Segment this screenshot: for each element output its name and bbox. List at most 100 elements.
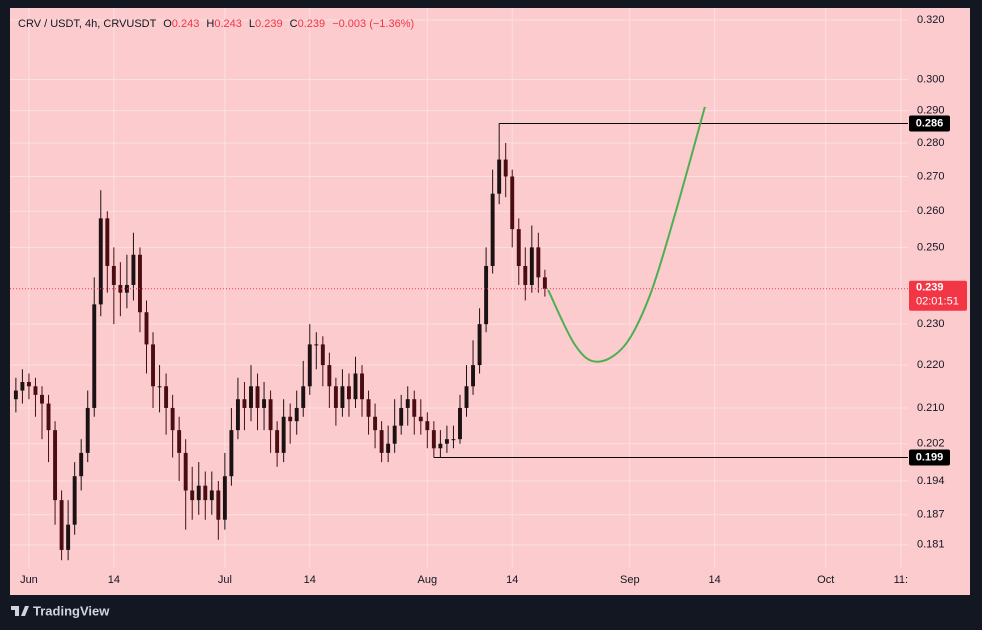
candle-body — [431, 430, 436, 449]
candle-body — [497, 159, 502, 194]
open-value: 0.243 — [172, 18, 200, 30]
candle-body — [366, 399, 371, 417]
candle-body — [268, 399, 273, 431]
candle-body — [79, 452, 84, 477]
candle-body — [529, 247, 534, 285]
candle-body — [183, 452, 188, 491]
candle-body — [46, 403, 51, 431]
high-value: 0.243 — [214, 18, 242, 30]
candle-body — [516, 229, 521, 266]
candle-body — [386, 443, 391, 453]
candle-body — [451, 439, 456, 441]
candle-body — [138, 254, 142, 313]
candle-body — [222, 476, 227, 520]
header-legend: CRV / USDT, 4h, CRVUSDT O0.243 H0.243 L0… — [18, 18, 414, 30]
candle-body — [144, 312, 149, 345]
x-tick-label: Aug — [418, 574, 438, 586]
candle-body — [190, 490, 195, 501]
level-label: 0.286 — [916, 117, 944, 129]
candle-body — [542, 277, 547, 289]
level-label-box — [909, 115, 950, 132]
candle-body — [26, 381, 31, 387]
x-tick-label: Sep — [620, 574, 640, 586]
candle-body — [92, 304, 97, 408]
candle-body — [477, 324, 482, 366]
y-tick-label: 0.210 — [917, 402, 945, 414]
candle-body — [307, 344, 312, 387]
candle-body — [255, 386, 260, 408]
candle-body — [72, 476, 77, 525]
brand-name: TradingView — [33, 603, 110, 618]
candle-body — [418, 416, 423, 422]
candle-body — [333, 386, 338, 408]
candle-body — [425, 421, 430, 431]
candle-body — [438, 443, 443, 449]
level-label-box — [909, 449, 950, 466]
y-tick-label: 0.270 — [917, 170, 945, 182]
logo-icon — [11, 606, 29, 616]
candle-body — [235, 399, 240, 431]
candle-body — [229, 430, 234, 477]
x-tick-label: 14 — [506, 574, 518, 586]
candle-body — [301, 386, 306, 408]
candle-body — [314, 344, 319, 346]
close-value: 0.239 — [298, 18, 326, 30]
change: −0.003 (−1.36%) — [332, 18, 414, 30]
candle-body — [20, 381, 25, 391]
y-tick-label: 0.250 — [917, 241, 945, 253]
candle-body — [399, 407, 404, 426]
candle-body — [490, 193, 495, 266]
candle-body — [164, 386, 169, 408]
candle-body — [124, 284, 129, 293]
candle-body — [288, 416, 293, 422]
x-tick-label: Jul — [218, 574, 232, 586]
candle-body — [327, 365, 332, 387]
last-price-box — [909, 280, 967, 311]
candle-body — [151, 344, 155, 387]
candle-body — [118, 284, 123, 293]
candle-body — [510, 176, 515, 230]
candle-body — [33, 386, 38, 395]
y-tick-label: 0.181 — [917, 539, 945, 551]
candle-body — [105, 218, 110, 266]
candle-body — [281, 416, 286, 453]
candle-body — [503, 159, 508, 177]
x-tick-label: Jun — [20, 574, 38, 586]
candle-body — [353, 373, 358, 400]
candle-body — [340, 386, 345, 408]
y-tick-label: 0.300 — [917, 73, 945, 85]
candle-body — [131, 254, 136, 285]
last-price-label: 0.239 — [916, 282, 944, 294]
candle-body — [40, 394, 44, 404]
candle-body — [209, 490, 214, 501]
candle-body — [294, 407, 299, 422]
projection-curve — [547, 106, 706, 363]
candle-body — [392, 425, 397, 444]
y-tick-label: 0.194 — [917, 475, 945, 487]
candle-body — [196, 485, 201, 501]
y-tick-label: 0.220 — [917, 359, 945, 371]
candle-body — [249, 386, 253, 408]
y-tick-label: 0.290 — [917, 105, 945, 117]
x-tick-label: 14 — [709, 574, 721, 586]
candle-body — [536, 247, 541, 278]
candle-body — [523, 265, 528, 285]
candle-body — [405, 399, 410, 408]
candle-body — [170, 407, 175, 431]
candle-body — [216, 490, 221, 520]
candle-body — [177, 430, 182, 453]
x-tick-label: 14 — [108, 574, 120, 586]
candle-body — [242, 399, 247, 408]
brand-logo[interactable]: TradingView — [11, 603, 110, 618]
y-tick-label: 0.202 — [917, 438, 945, 450]
candle-body — [275, 430, 280, 453]
low-label: L — [249, 18, 255, 30]
candle-body — [320, 344, 325, 366]
candle-body — [471, 365, 476, 387]
close-label: C — [290, 18, 298, 30]
high-label: H — [206, 18, 214, 30]
candle-body — [111, 265, 116, 285]
candle-body — [444, 439, 449, 444]
